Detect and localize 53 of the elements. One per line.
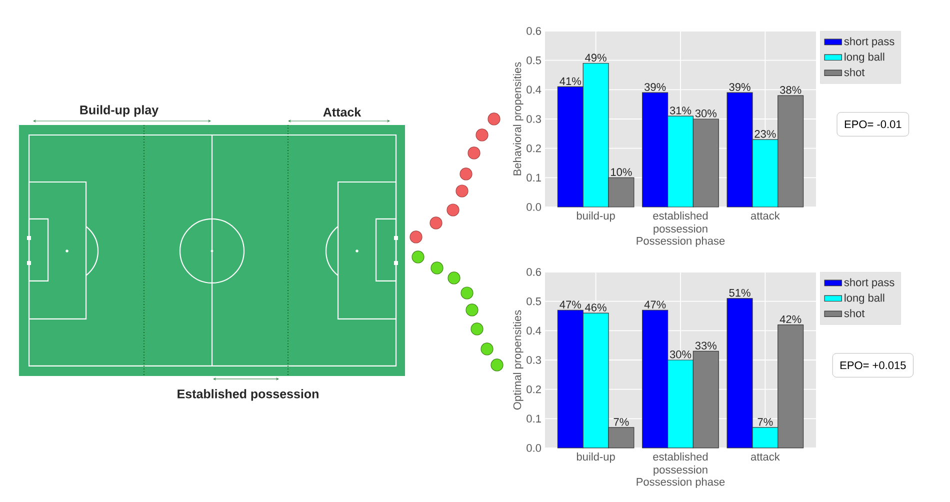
legend-label: shot [844,68,865,76]
data-label: 47% [644,300,666,308]
data-label: 23% [754,130,776,138]
data-label: 46% [585,304,606,312]
y-axis-title: Optimal propensities [513,310,524,410]
legend-label: short pass [844,278,894,288]
y-tick-label: 0.4 [526,86,542,94]
data-label: 7% [758,418,773,426]
y-tick-label: 0.5 [526,297,541,306]
text: EPO= -0.01 [844,120,902,128]
x-tick-label: build-up [576,212,615,222]
y-tick-label: 0.3 [526,115,541,123]
data-label: 49% [585,54,606,62]
y-tick-label: 0.2 [526,144,541,152]
y-tick-label: 0.3 [526,356,541,364]
data-label: 31% [670,106,692,114]
text: EPO= +0.015 [840,361,906,370]
data-label: 7% [614,418,629,426]
y-axis-title: Behavioral propensities [513,62,524,176]
x-tick-label: build-up [576,452,615,463]
y-tick-label: 0.5 [526,56,541,64]
text: Attack [323,107,362,117]
y-tick-label: 0.0 [526,203,542,211]
y-tick-label: 0.2 [526,385,541,394]
data-label: 30% [670,350,692,358]
y-tick-label: 0.6 [526,27,541,35]
x-tick-label: attack [750,452,780,461]
legend-label: short pass [844,37,894,48]
data-label: 38% [780,86,802,94]
y-tick-label: 0.6 [526,268,541,276]
x-axis-title: Possession phase [636,478,725,488]
legend-label: long ball [844,294,884,304]
y-tick-label: 0.4 [526,326,542,335]
data-label: 47% [560,300,582,308]
data-label: 33% [695,342,717,350]
y-tick-label: 0.0 [526,444,542,452]
y-tick-label: 0.1 [526,414,541,423]
data-label: 51% [729,288,750,297]
data-label: 30% [695,110,717,118]
text: Build-up play [80,105,159,117]
x-tick-label: established possession [653,212,708,235]
data-label: 10% [611,168,632,176]
data-label: 39% [644,83,666,91]
y-tick-label: 0.1 [526,174,541,182]
x-axis-title: Possession phase [636,236,725,247]
legend-label: long ball [844,52,884,63]
x-tick-label: established possession [653,452,708,476]
x-tick-label: attack [750,212,780,220]
text: Established possession [178,389,318,401]
data-label: 39% [729,83,750,91]
legend-label: shot [844,309,865,318]
data-label: 42% [780,315,802,324]
data-label: 41% [560,77,582,86]
